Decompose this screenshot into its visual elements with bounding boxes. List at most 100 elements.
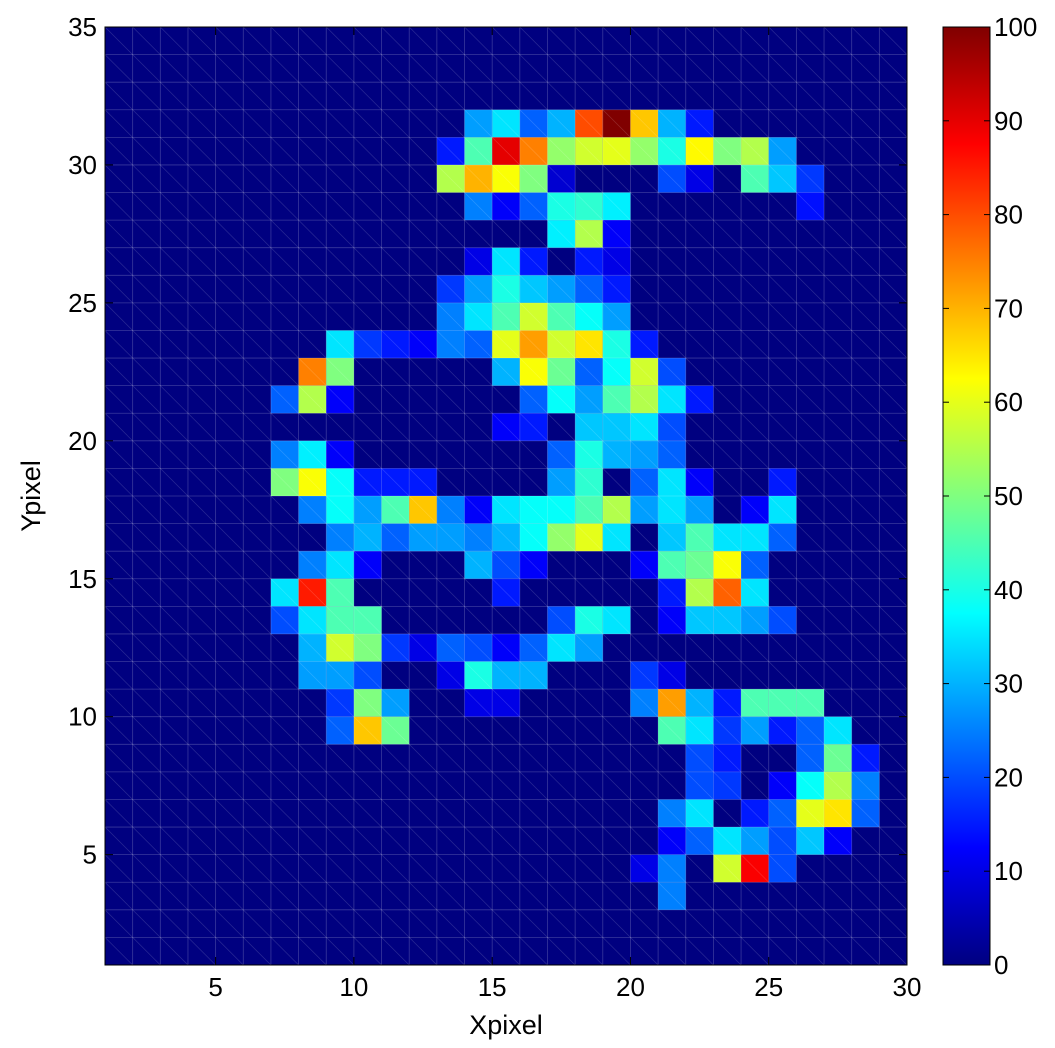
mesh-line-diagonal xyxy=(740,385,769,414)
mesh-line-diagonal xyxy=(851,523,880,552)
mesh-line-diagonal xyxy=(685,771,714,800)
mesh-line-diagonal xyxy=(160,192,189,221)
mesh-line-diagonal xyxy=(879,302,908,331)
mesh-line-diagonal xyxy=(132,164,161,193)
mesh-line-diagonal xyxy=(408,81,438,111)
heatmap-cell xyxy=(575,413,603,441)
mesh-line-diagonal xyxy=(353,495,382,524)
mesh-line-diagonal xyxy=(740,688,769,717)
mesh-line-diagonal xyxy=(215,909,244,938)
mesh-line-diagonal xyxy=(187,192,216,221)
mesh-line-diagonal xyxy=(464,688,493,717)
mesh-line-diagonal xyxy=(215,523,244,552)
mesh-line-diagonal xyxy=(740,219,769,248)
mesh-line-diagonal xyxy=(519,302,548,331)
mesh-line-diagonal xyxy=(408,606,438,635)
mesh-line-diagonal xyxy=(298,54,327,83)
mesh-line-diagonal xyxy=(574,771,604,800)
mesh-line-diagonal xyxy=(160,385,189,414)
heatmap-cell xyxy=(547,275,576,303)
heatmap-cell xyxy=(741,551,769,579)
y-tick-label: 15 xyxy=(68,564,97,594)
heatmap-cell xyxy=(685,827,714,855)
mesh-line-diagonal xyxy=(796,26,825,55)
mesh-line-diagonal xyxy=(408,909,438,938)
mesh-line-diagonal xyxy=(104,137,133,166)
heatmap-cell xyxy=(353,496,382,524)
mesh-line-diagonal xyxy=(187,247,216,276)
heatmap-cell xyxy=(741,523,769,552)
heatmap-cell xyxy=(768,854,797,883)
mesh-line-diagonal xyxy=(270,247,299,276)
mesh-line-diagonal xyxy=(243,799,272,828)
mesh-line-diagonal xyxy=(243,192,272,221)
mesh-line-diagonal xyxy=(353,275,382,304)
heatmap-cell xyxy=(492,413,520,441)
mesh-line-diagonal xyxy=(325,468,355,497)
mesh-line-diagonal xyxy=(574,219,604,248)
mesh-line-diagonal xyxy=(630,744,659,773)
mesh-line-diagonal xyxy=(464,164,493,193)
mesh-line-diagonal xyxy=(270,716,299,745)
mesh-line-diagonal xyxy=(104,854,133,883)
mesh-line-diagonal xyxy=(243,357,272,386)
heatmap-cell xyxy=(547,330,576,359)
mesh-line-diagonal xyxy=(768,247,797,276)
mesh-line-diagonal xyxy=(602,440,631,469)
heatmap-cell xyxy=(768,496,797,524)
mesh-line-diagonal xyxy=(519,219,548,248)
mesh-line-diagonal xyxy=(381,385,410,414)
mesh-line-diagonal xyxy=(132,578,161,607)
mesh-line-diagonal xyxy=(851,826,880,855)
mesh-line-diagonal xyxy=(657,578,687,607)
mesh-line-diagonal xyxy=(353,192,382,221)
mesh-line-diagonal xyxy=(270,799,299,828)
mesh-line-diagonal xyxy=(298,909,327,938)
mesh-line-diagonal xyxy=(464,881,493,911)
mesh-line-diagonal xyxy=(713,909,742,938)
mesh-line-diagonal xyxy=(685,495,714,524)
heatmap-cell xyxy=(575,137,603,165)
mesh-line-diagonal xyxy=(574,302,604,331)
heatmap-cell xyxy=(713,523,742,552)
mesh-line-diagonal xyxy=(851,164,880,193)
mesh-line-diagonal xyxy=(325,440,355,469)
heatmap-cell xyxy=(575,468,603,496)
mesh-line-diagonal xyxy=(298,81,327,111)
mesh-line-diagonal xyxy=(879,468,908,497)
mesh-line-diagonal xyxy=(381,137,410,166)
plot-frame xyxy=(104,26,908,966)
mesh-line-diagonal xyxy=(630,854,659,883)
mesh-line-diagonal xyxy=(685,440,714,469)
heatmap-cell xyxy=(326,578,354,607)
mesh-line-diagonal xyxy=(353,744,382,773)
mesh-line-diagonal xyxy=(353,247,382,276)
mesh-line-diagonal xyxy=(187,109,216,138)
mesh-line-diagonal xyxy=(740,26,769,55)
mesh-line-diagonal xyxy=(353,109,382,138)
mesh-line-diagonal xyxy=(215,385,244,414)
mesh-line-diagonal xyxy=(796,909,825,938)
heatmap-cell xyxy=(353,606,382,634)
mesh-line-diagonal xyxy=(187,716,216,745)
heatmap-cell xyxy=(298,358,327,386)
mesh-line-diagonal xyxy=(270,606,299,635)
mesh-line-diagonal xyxy=(657,302,687,331)
mesh-line-diagonal xyxy=(436,385,465,414)
mesh-line-diagonal xyxy=(353,550,382,580)
mesh-line-diagonal xyxy=(187,219,216,248)
mesh-line-diagonal xyxy=(353,854,382,883)
mesh-line-diagonal xyxy=(104,909,133,938)
mesh-line-diagonal xyxy=(325,826,355,855)
heatmap-cell xyxy=(851,799,880,828)
mesh-line-diagonal xyxy=(547,881,576,911)
mesh-line-diagonal xyxy=(298,385,327,414)
heatmap-cell xyxy=(519,330,548,359)
mesh-line-diagonal xyxy=(685,854,714,883)
mesh-line-diagonal xyxy=(768,937,797,966)
mesh-line-diagonal xyxy=(491,909,521,938)
mesh-line-diagonal xyxy=(464,330,493,359)
mesh-line-diagonal xyxy=(104,744,133,773)
mesh-line-diagonal xyxy=(879,688,908,717)
mesh-line-diagonal xyxy=(657,523,687,552)
